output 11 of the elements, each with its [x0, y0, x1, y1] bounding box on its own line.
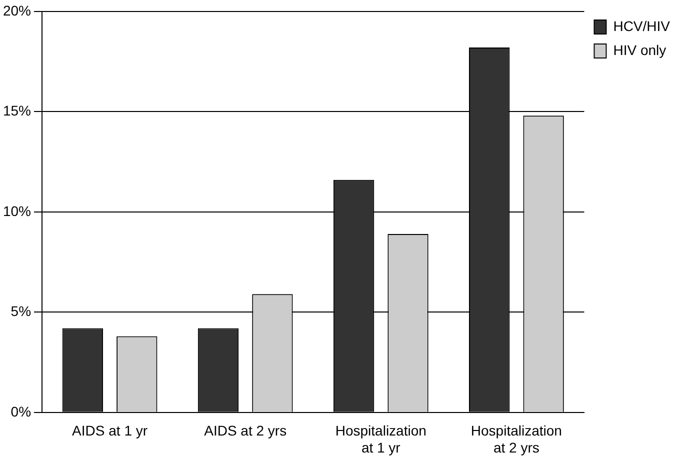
y-tick-label: 15%: [2, 102, 32, 119]
x-tick-label: AIDS at 1 yr: [72, 422, 148, 439]
y-tick-label: 5%: [10, 303, 32, 320]
y-tick-label: 10%: [2, 202, 32, 219]
y-tick-label: 0%: [10, 403, 32, 420]
x-tick-label: Hospitalization at 2 yrs: [470, 422, 562, 456]
legend-label: HIV only: [613, 42, 666, 58]
legend-label: HCV/HIV: [613, 18, 671, 34]
x-tick-label: Hospitalization at 1 yr: [335, 422, 426, 456]
y-tick-label: 20%: [2, 2, 32, 18]
x-tick-label: AIDS at 2 yrs: [204, 422, 287, 439]
